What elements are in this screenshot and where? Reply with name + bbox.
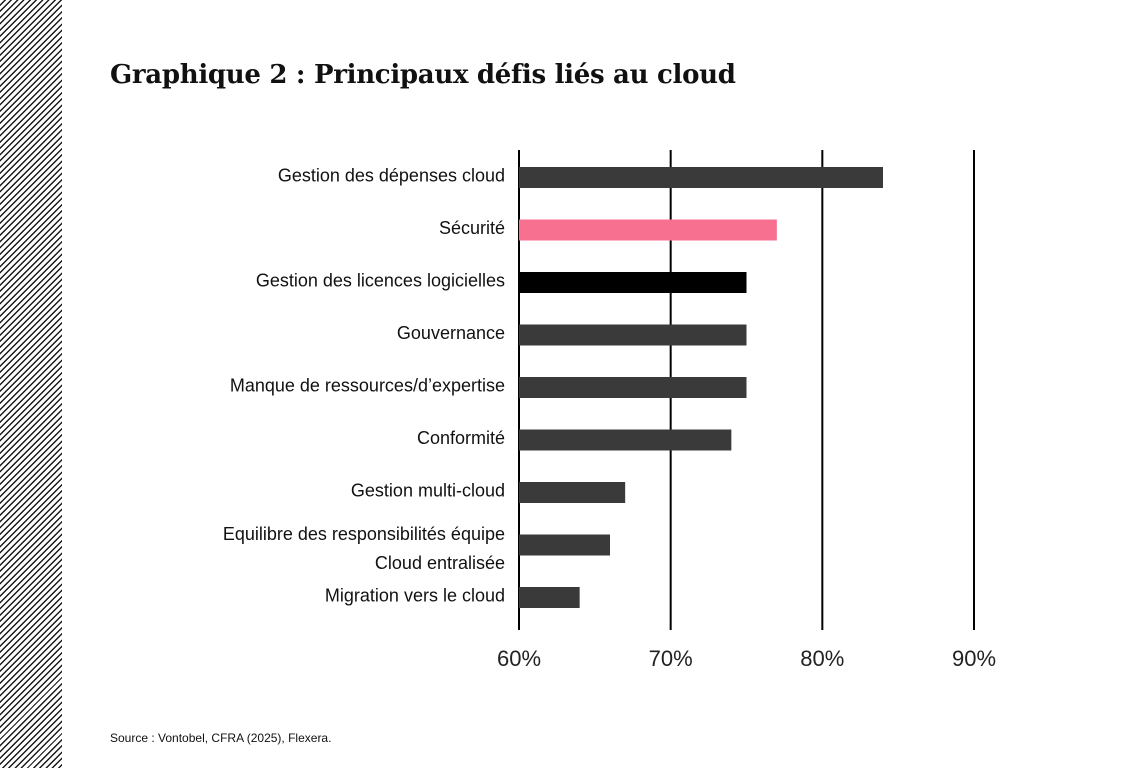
x-tick-label: 60% — [497, 646, 541, 671]
category-label: Conformité — [417, 428, 505, 448]
category-label: Gestion des licences logicielles — [256, 271, 505, 291]
bar — [519, 377, 747, 398]
category-label: Gouvernance — [397, 323, 505, 343]
bar — [519, 167, 883, 188]
category-label: Migration vers le cloud — [325, 586, 505, 606]
category-label: Manque de ressources/d’expertise — [230, 376, 505, 396]
x-tick-label: 70% — [649, 646, 693, 671]
x-tick-label: 90% — [952, 646, 996, 671]
bar — [519, 272, 747, 293]
bar — [519, 587, 580, 608]
category-label: Equilibre des responsibilités équipe Clou… — [223, 524, 505, 573]
bar — [519, 482, 626, 503]
source-note: Source : Vontobel, CFRA (2025), Flexera. — [110, 731, 332, 745]
category-label: Gestion multi-cloud — [351, 481, 505, 501]
bar — [519, 534, 610, 556]
category-label: Sécurité — [439, 218, 505, 238]
bar — [519, 219, 777, 241]
bar — [519, 429, 732, 451]
category-label: Gestion des dépenses cloud — [278, 166, 505, 186]
chart-title: Graphique 2 : Principaux défis liés au c… — [110, 60, 736, 90]
x-tick-label: 80% — [800, 646, 844, 671]
hatched-side-band — [0, 0, 62, 768]
bar — [519, 324, 747, 346]
